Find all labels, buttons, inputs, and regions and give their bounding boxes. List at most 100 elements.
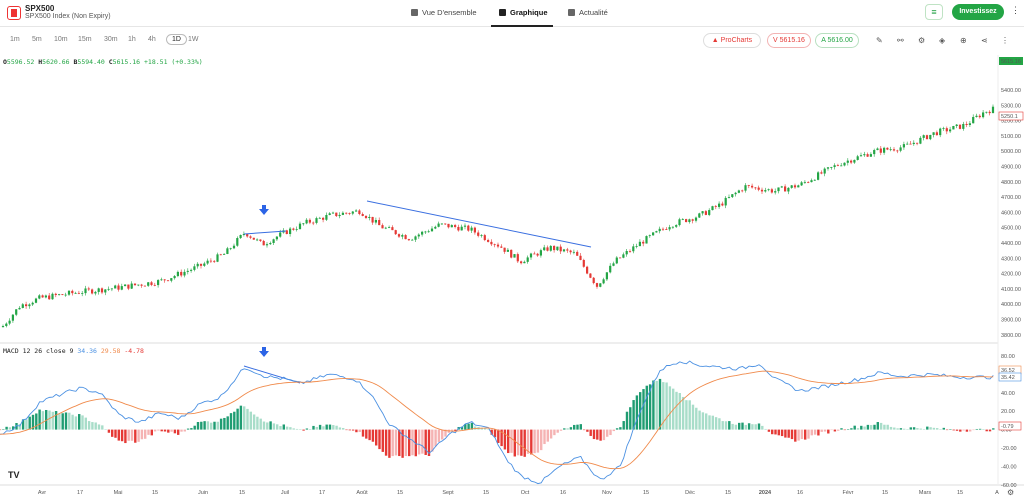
macd-histogram-bar [625,411,629,430]
macd-histogram-bar [299,429,302,430]
candle [25,304,28,307]
candle [929,134,932,140]
more-vertical-icon[interactable]: ⋮ [1001,36,1009,45]
candle [190,269,193,271]
macd-histogram-bar [658,378,662,430]
tab-overview[interactable]: Vue D'ensemble [411,8,477,17]
timeframe-15m[interactable]: 15m [78,36,92,43]
macd-histogram-bar [226,416,229,430]
candle [916,142,919,144]
timeframe-1m[interactable]: 1m [10,36,20,43]
macd-histogram-bar [681,396,685,430]
timeframe-1w[interactable]: 1W [188,36,199,43]
candle [833,165,836,168]
macd-histogram-bar [272,423,276,430]
candle [256,239,259,241]
macd-histogram-bar [942,427,945,430]
layout-icon[interactable]: ◈ [939,36,946,45]
tab-news[interactable]: Actualité [568,8,608,17]
chart-settings-icon[interactable]: ⚙ [1007,488,1015,497]
macd-histogram-bar [556,429,559,433]
candle [232,245,236,249]
macd-histogram-bar [414,429,417,457]
macd-histogram-bar [74,416,78,430]
macd-histogram-bar [269,421,272,430]
candle [120,286,123,290]
macd-histogram-bar [912,427,916,430]
macd-axis-label: -60.00 [1001,483,1017,489]
share-icon[interactable]: ⋖ [981,36,988,45]
candle [810,180,813,183]
macd-histogram-bar [685,400,688,430]
macd-histogram-bar [741,422,744,430]
candle [345,212,348,214]
invest-button[interactable]: Investissez [952,4,1004,20]
more-icon[interactable]: ⋮ [1011,5,1020,15]
top-bar: SPX500 SPX500 Index (Non Expiry) Vue D'e… [0,0,1024,27]
indicators-icon[interactable]: ⚯ [897,36,904,45]
timeframe-5m[interactable]: 5m [32,36,42,43]
candle [780,186,783,188]
candle [856,156,859,160]
macd-histogram-bar [899,428,903,430]
candle [71,290,74,294]
time-axis-label: Mai [114,490,123,496]
timeframe-1h[interactable]: 1h [128,36,136,43]
candle [843,162,846,166]
procharts-button[interactable]: ▲ ProCharts [703,33,761,48]
candle [147,282,150,286]
macd-histogram-bar [45,409,48,430]
candle [440,223,443,225]
candle [8,320,11,324]
macd-histogram-bar [375,429,378,446]
macd-histogram-bar [738,422,741,430]
candle [628,251,632,252]
candle [325,215,328,220]
macd-histogram-bar [117,429,120,441]
time-axis-label: 15 [725,490,731,496]
timeframe-10m[interactable]: 10m [54,36,68,43]
buy-price-button[interactable]: A 5616.00 [815,33,859,48]
macd-histogram-bar [180,429,183,432]
macd-histogram-bar [952,429,955,431]
sell-price-button[interactable]: V 5615.16 [767,33,811,48]
macd-histogram-bar [388,429,391,458]
tab-chart[interactable]: Graphique [499,8,548,17]
time-axis-label: 15 [239,490,245,496]
macd-histogram-bar [111,429,114,437]
macd-histogram-bar [784,429,787,438]
macd-histogram-bar [870,425,873,430]
add-icon[interactable]: ⊕ [960,36,967,45]
macd-histogram-bar [615,428,619,430]
candle [133,283,137,286]
macd-histogram-bar [906,429,909,430]
macd-histogram-bar [239,405,243,430]
timeframe-1d[interactable]: 1D [166,34,187,45]
candle [186,270,189,272]
macd-histogram-bar [487,429,490,430]
timeframe-30m[interactable]: 30m [104,36,118,43]
candle [295,229,298,230]
macd-histogram-bar [754,424,757,430]
macd-line [0,360,994,485]
macd-histogram-bar [365,429,368,439]
macd-histogram-bar [64,412,68,430]
macd-histogram-bar [546,429,549,442]
timeframe-4h[interactable]: 4h [148,36,156,43]
candle [962,123,965,129]
candle [665,229,668,230]
macd-histogram-bar [464,424,467,430]
candle [137,284,140,286]
settings-icon[interactable]: ⚙ [918,36,926,45]
candle [110,288,113,290]
macd-histogram-bar [764,428,767,430]
candle [335,212,338,217]
pencil-icon[interactable]: ✎ [876,36,883,45]
macd-histogram-bar [771,429,774,435]
watchlist-button[interactable]: ≡ [925,4,943,20]
macd-histogram-bar [678,393,681,430]
time-axis-label: 17 [77,490,83,496]
candle [44,295,47,298]
macd-histogram-bar [104,429,107,430]
